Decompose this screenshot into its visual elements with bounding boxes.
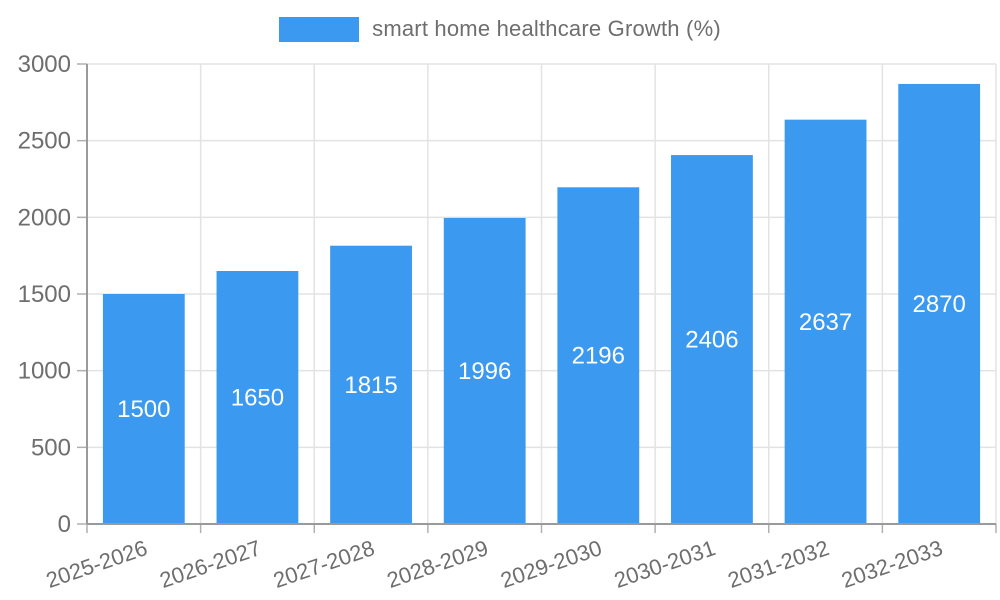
chart-legend[interactable]: smart home healthcare Growth (%): [0, 16, 1000, 42]
bar-2026-2027[interactable]: [216, 271, 299, 524]
bar-2028-2029[interactable]: [443, 217, 526, 525]
bar-2031-2032[interactable]: [784, 119, 867, 524]
bar-2029-2030[interactable]: [557, 187, 640, 524]
x-category-label: 2026-2027: [156, 535, 264, 593]
bar-value-label: 2870: [912, 291, 965, 318]
x-category-label: 2031-2032: [725, 535, 833, 593]
y-tick-label: 2000: [18, 204, 71, 231]
x-category-label: 2032-2033: [838, 535, 946, 593]
x-category-label: 2028-2029: [384, 535, 492, 593]
y-tick-label: 1000: [18, 358, 71, 385]
bar-2030-2031[interactable]: [671, 155, 753, 524]
y-tick-label: 500: [31, 434, 71, 461]
bar-value-label: 1996: [458, 358, 511, 385]
bar-value-label: 1650: [231, 385, 284, 412]
bar-value-label: 2637: [799, 309, 852, 336]
bar-value-label: 1500: [117, 396, 170, 423]
y-tick-label: 3000: [18, 51, 71, 78]
bar-2032-2033[interactable]: [898, 83, 981, 524]
bar-value-label: 2406: [685, 327, 738, 354]
y-tick-label: 0: [58, 511, 71, 538]
x-category-label: 2029-2030: [497, 535, 605, 593]
legend-swatch: [279, 16, 360, 42]
bar-2025-2026[interactable]: [102, 294, 185, 524]
x-category-label: 2025-2026: [43, 535, 151, 593]
y-tick-label: 2500: [18, 128, 71, 155]
legend-label: smart home healthcare Growth (%): [372, 16, 721, 41]
x-category-label: 2030-2031: [611, 535, 719, 593]
bar-2027-2028[interactable]: [330, 245, 412, 524]
y-tick-label: 1500: [18, 281, 71, 308]
bar-value-label: 2196: [572, 343, 625, 370]
bar-value-label: 1815: [344, 372, 397, 399]
x-category-label: 2027-2028: [270, 535, 378, 593]
